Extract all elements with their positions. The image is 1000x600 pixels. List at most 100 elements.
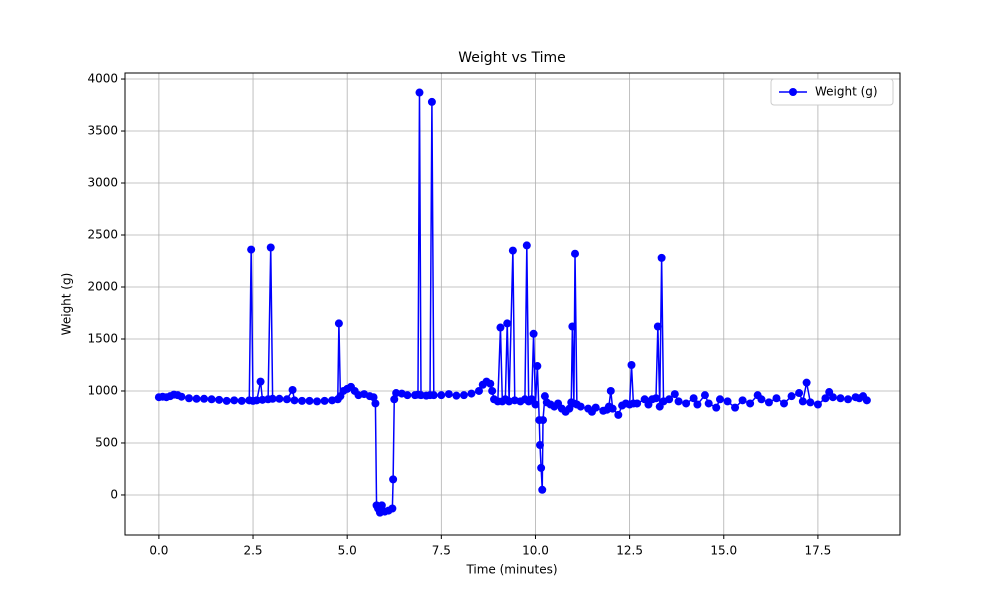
data-point xyxy=(576,402,585,411)
data-point xyxy=(746,399,755,408)
x-tick-label: 7.5 xyxy=(432,544,451,558)
data-point xyxy=(614,410,623,419)
data-point xyxy=(787,392,796,401)
data-point xyxy=(503,319,512,328)
data-point xyxy=(712,403,721,412)
data-point xyxy=(836,394,845,403)
data-point xyxy=(535,441,544,450)
data-point xyxy=(757,395,766,404)
data-point xyxy=(266,243,275,252)
y-tick-label: 4000 xyxy=(87,72,118,86)
x-tick-label: 12.5 xyxy=(616,544,643,558)
data-point xyxy=(452,391,461,400)
data-point xyxy=(486,379,495,388)
data-point xyxy=(738,396,747,405)
data-point xyxy=(177,392,186,401)
data-point xyxy=(508,246,517,255)
x-tick-label: 17.5 xyxy=(805,544,832,558)
data-point xyxy=(488,386,497,395)
data-point xyxy=(723,397,732,406)
data-point xyxy=(207,395,216,404)
data-point xyxy=(764,398,773,407)
data-point xyxy=(591,403,600,412)
data-point xyxy=(606,386,615,395)
x-tick-label: 15.0 xyxy=(710,544,737,558)
y-tick-label: 1500 xyxy=(87,331,118,345)
y-tick-label: 2500 xyxy=(87,228,118,242)
data-point xyxy=(674,397,683,406)
data-point xyxy=(429,391,438,400)
data-point xyxy=(389,475,398,484)
data-point xyxy=(305,396,314,405)
data-point xyxy=(798,397,807,406)
data-point xyxy=(704,399,713,408)
legend-box xyxy=(770,78,894,106)
data-point xyxy=(403,391,412,400)
data-point xyxy=(388,504,397,513)
data-point xyxy=(522,241,531,250)
data-point xyxy=(608,404,617,413)
data-point xyxy=(537,463,546,472)
data-point xyxy=(415,88,424,97)
data-point xyxy=(275,394,284,403)
data-point xyxy=(693,400,702,409)
data-point xyxy=(185,394,194,403)
data-point xyxy=(390,395,399,404)
data-point xyxy=(377,501,386,510)
data-point xyxy=(700,391,709,400)
data-point xyxy=(222,396,231,405)
data-point xyxy=(821,394,830,403)
y-tick-label: 3500 xyxy=(87,124,118,138)
data-point xyxy=(444,390,453,399)
x-tick-label: 0.0 xyxy=(149,544,168,558)
data-point xyxy=(288,385,297,394)
data-point xyxy=(313,397,322,406)
data-point xyxy=(627,360,636,369)
y-tick-label: 1000 xyxy=(87,383,118,397)
data-point xyxy=(247,245,256,254)
y-axis-label: Weight (g) xyxy=(60,273,74,336)
data-point xyxy=(371,399,380,408)
data-point xyxy=(215,395,224,404)
y-tick-label: 3000 xyxy=(87,176,118,190)
y-tick-label: 2000 xyxy=(87,279,118,293)
data-point xyxy=(780,399,789,408)
data-point xyxy=(731,403,740,412)
data-point xyxy=(802,378,811,387)
data-point xyxy=(282,395,291,404)
data-point xyxy=(256,377,265,386)
x-tick-label: 5.0 xyxy=(338,544,357,558)
data-point xyxy=(192,394,201,403)
data-point xyxy=(538,485,547,494)
data-point xyxy=(568,322,577,331)
data-point xyxy=(334,319,343,328)
data-point xyxy=(529,329,538,338)
legend-label: Weight (g) xyxy=(815,85,878,99)
data-point xyxy=(795,389,804,398)
data-point xyxy=(806,398,815,407)
data-point xyxy=(230,396,239,405)
data-point xyxy=(290,396,299,405)
data-point xyxy=(665,395,674,404)
legend-marker xyxy=(789,88,797,96)
data-point xyxy=(651,394,660,403)
data-point xyxy=(459,391,468,400)
data-point xyxy=(369,393,378,402)
data-point xyxy=(320,396,329,405)
data-point xyxy=(633,399,642,408)
data-point xyxy=(862,396,871,405)
data-point xyxy=(496,323,505,332)
data-point xyxy=(533,362,542,371)
data-point xyxy=(437,391,446,400)
data-point xyxy=(427,97,436,106)
data-point xyxy=(670,390,679,399)
data-line xyxy=(158,92,868,515)
x-axis-label: Time (minutes) xyxy=(465,563,557,577)
data-point xyxy=(565,404,574,413)
data-point xyxy=(772,394,781,403)
data-point xyxy=(653,322,662,331)
y-tick-label: 500 xyxy=(95,435,118,449)
data-point xyxy=(474,386,483,395)
data-point xyxy=(237,396,246,405)
